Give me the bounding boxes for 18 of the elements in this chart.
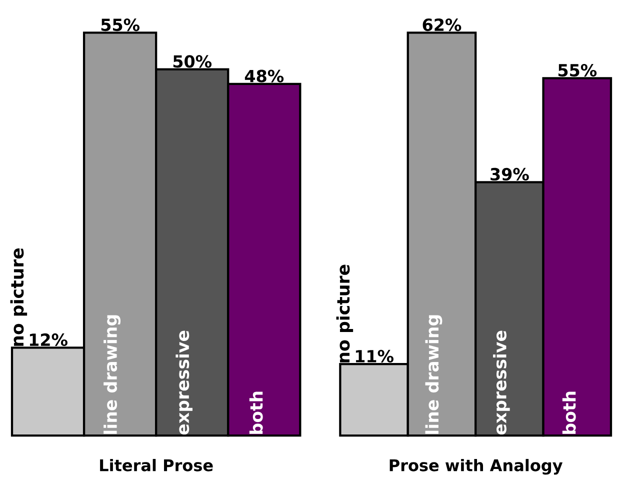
x-tick-label: line drawing: [104, 315, 121, 434]
x-axis-title: Literal Prose: [100, 458, 213, 472]
data-label: 50%: [173, 54, 212, 68]
x-axis-title: Prose with Analogy: [390, 458, 563, 474]
data-label: 48%: [244, 70, 284, 82]
data-label: 55%: [101, 18, 140, 31]
x-tick-label: expressive: [493, 330, 510, 434]
data-label: 12%: [30, 333, 68, 346]
data-label: 55%: [558, 64, 597, 76]
data-label: 62%: [422, 18, 462, 31]
data-label: 11%: [356, 350, 394, 362]
data-label: 39%: [490, 168, 529, 180]
x-tick-label: no picture: [10, 248, 28, 346]
x-tick-label: both: [249, 392, 263, 434]
x-tick-label: no picture: [336, 264, 354, 362]
x-tick-label: expressive: [176, 330, 192, 434]
x-tick-label: both: [562, 392, 576, 434]
x-tick-label: line drawing: [425, 315, 442, 434]
